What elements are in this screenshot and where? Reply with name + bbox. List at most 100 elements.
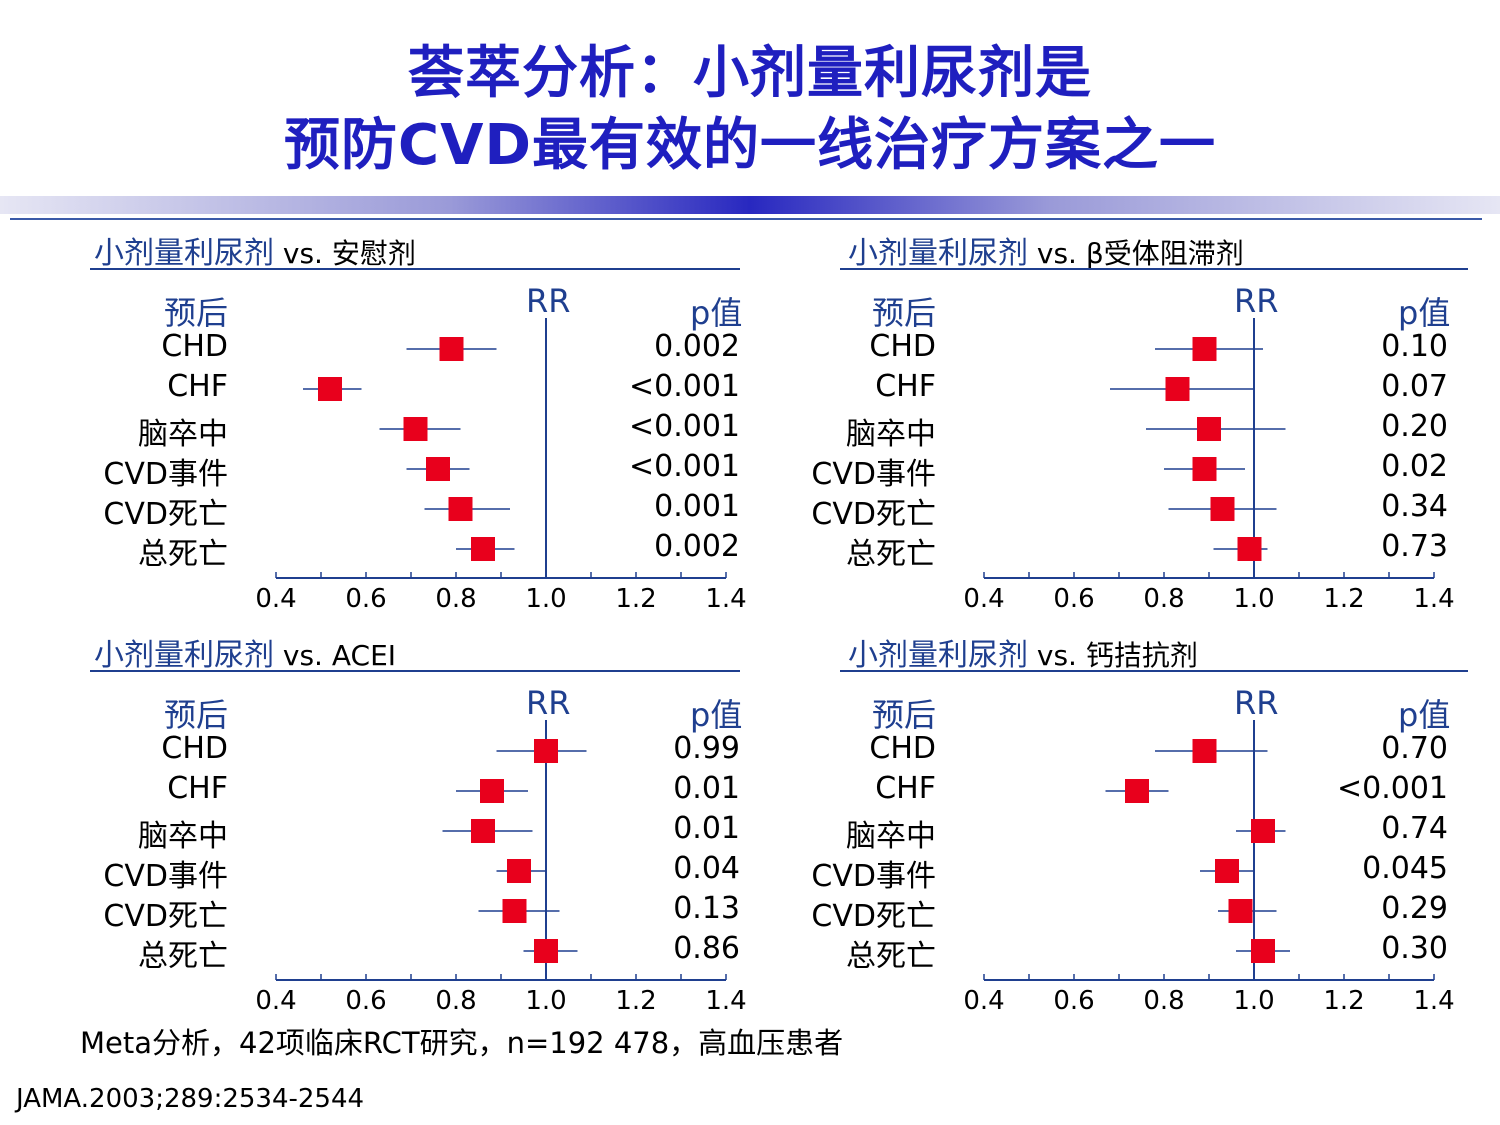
panel-title-main: 小剂量利尿剂	[94, 638, 274, 673]
outcome-label: 脑卒中	[846, 417, 936, 452]
x-tick-label: 1.2	[1323, 584, 1365, 614]
outcome-label: CVD死亡	[103, 497, 228, 532]
x-tick-label: 1.2	[615, 584, 657, 614]
x-tick-label: 0.6	[345, 584, 387, 614]
outcome-label: CVD死亡	[811, 899, 936, 934]
reference: JAMA.2003;289:2534-2544	[16, 1084, 365, 1114]
outcome-label: CVD事件	[103, 859, 228, 894]
p-value: <0.001	[628, 409, 740, 444]
p-value: 0.74	[1381, 811, 1448, 846]
rr-point-estimate	[448, 497, 473, 521]
x-tick-label: 0.6	[345, 986, 387, 1016]
p-value: 0.99	[673, 731, 740, 766]
p-value: <0.001	[1336, 771, 1448, 806]
panel-title-comparator: vs. 钙拮抗剂	[1028, 639, 1198, 672]
p-value: 0.86	[673, 931, 740, 966]
header-rr: RR	[1234, 282, 1279, 320]
x-tick-label: 0.8	[1143, 584, 1185, 614]
rr-point-estimate	[1125, 779, 1149, 803]
header-rr: RR	[526, 684, 571, 722]
rr-point-estimate	[471, 537, 495, 561]
title-divider-line	[10, 218, 1482, 220]
outcome-label: 脑卒中	[846, 819, 936, 854]
panel-title: 小剂量利尿剂 vs. ACEI	[94, 630, 396, 674]
p-value: 0.29	[1381, 891, 1448, 926]
rr-point-estimate	[534, 939, 558, 963]
outcome-label: 总死亡	[846, 537, 936, 572]
p-value: 0.002	[654, 329, 740, 364]
panel-underline	[840, 268, 1468, 270]
x-tick-label: 1.0	[1233, 584, 1275, 614]
header-p: p值	[690, 696, 743, 734]
header-p: p值	[690, 294, 743, 332]
rr-point-estimate	[502, 899, 527, 923]
rr-point-estimate	[1165, 377, 1190, 401]
rr-point-estimate	[507, 859, 531, 883]
header-outcome: 预后	[164, 696, 229, 734]
p-value: 0.01	[673, 771, 740, 806]
header-outcome: 预后	[872, 294, 937, 332]
panel-title: 小剂量利尿剂 vs. β受体阻滞剂	[848, 228, 1244, 272]
p-value: <0.001	[628, 449, 740, 484]
x-tick-label: 0.6	[1053, 584, 1095, 614]
header-p: p值	[1398, 294, 1451, 332]
panel-underline	[840, 670, 1468, 672]
p-value: 0.30	[1381, 931, 1448, 966]
panel-title-main: 小剂量利尿剂	[848, 638, 1028, 673]
x-tick-label: 0.4	[255, 584, 297, 614]
x-tick-label: 1.0	[525, 986, 567, 1016]
outcome-label: 脑卒中	[138, 417, 228, 452]
panel-title-main: 小剂量利尿剂	[94, 236, 274, 271]
outcome-label: 总死亡	[138, 939, 228, 974]
x-tick-label: 1.4	[705, 584, 747, 614]
rr-point-estimate	[1192, 739, 1217, 763]
x-tick-label: 1.2	[1323, 986, 1365, 1016]
panel-title-comparator: vs. ACEI	[274, 639, 397, 672]
outcome-label: CHF	[167, 771, 228, 806]
outcome-label: CHD	[869, 329, 936, 364]
header-p: p值	[1398, 696, 1451, 734]
title-divider-bar	[0, 196, 1500, 214]
x-tick-label: 0.4	[963, 584, 1005, 614]
panel-title-comparator: vs. 安慰剂	[274, 237, 416, 270]
x-tick-label: 1.4	[705, 986, 747, 1016]
x-tick-label: 0.6	[1053, 986, 1095, 1016]
panel-underline	[90, 670, 740, 672]
outcome-label: CVD事件	[103, 457, 228, 492]
p-value: 0.01	[673, 811, 740, 846]
p-value: 0.02	[1381, 449, 1448, 484]
x-tick-label: 1.4	[1413, 584, 1455, 614]
rr-point-estimate	[1192, 337, 1217, 361]
x-tick-label: 0.8	[435, 584, 477, 614]
header-outcome: 预后	[164, 294, 229, 332]
rr-point-estimate	[1228, 899, 1253, 923]
outcome-label: CHD	[161, 731, 228, 766]
rr-point-estimate	[403, 417, 428, 441]
rr-point-estimate	[1197, 417, 1221, 441]
outcome-label: 脑卒中	[138, 819, 228, 854]
outcome-label: 总死亡	[846, 939, 936, 974]
header-rr: RR	[526, 282, 571, 320]
x-tick-label: 0.4	[963, 986, 1005, 1016]
p-value: 0.20	[1381, 409, 1448, 444]
outcome-label: CHF	[875, 369, 936, 404]
rr-point-estimate	[534, 739, 558, 763]
title-line-2: 预防CVD最有效的一线治疗方案之一	[284, 113, 1216, 178]
p-value: 0.34	[1381, 489, 1448, 524]
x-tick-label: 0.8	[435, 986, 477, 1016]
panel-title-comparator: vs. β受体阻滞剂	[1028, 237, 1244, 270]
rr-point-estimate	[1251, 819, 1275, 843]
rr-point-estimate	[471, 819, 495, 843]
x-tick-label: 1.4	[1413, 986, 1455, 1016]
p-value: 0.002	[654, 529, 740, 564]
outcome-label: CVD事件	[811, 859, 936, 894]
rr-point-estimate	[426, 457, 450, 481]
outcome-label: CHD	[161, 329, 228, 364]
p-value: 0.001	[654, 489, 740, 524]
x-tick-label: 1.2	[615, 986, 657, 1016]
x-tick-label: 0.8	[1143, 986, 1185, 1016]
p-value: 0.73	[1381, 529, 1448, 564]
